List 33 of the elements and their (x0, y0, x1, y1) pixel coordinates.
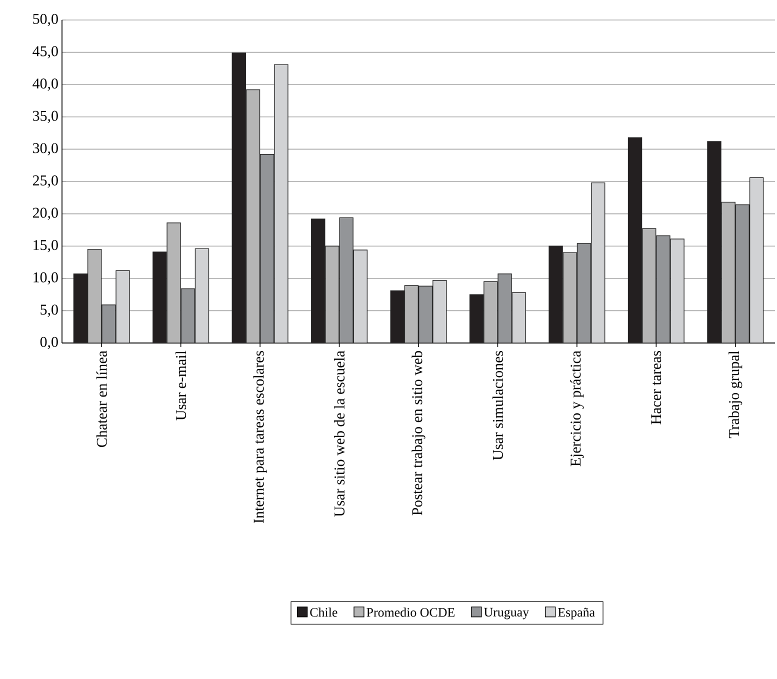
bar (274, 64, 288, 344)
y-tick-label: 5,0 (40, 304, 58, 317)
x-tick-label: Internet para tareas escolares (253, 351, 267, 523)
legend-label: Promedio OCDE (366, 608, 454, 617)
x-tick-label: Usar sitio web de la escuela (334, 350, 345, 517)
bar (116, 270, 130, 344)
legend-label: Uruguay (484, 608, 529, 620)
x-tick-label: Ejercicio y práctica (570, 350, 584, 466)
legend-label: Chile (310, 608, 338, 617)
bar (512, 292, 526, 344)
y-tick-label: 50,0 (33, 14, 58, 26)
x-tick-label: Chatear en línea (96, 350, 107, 447)
y-tick-label: 30,0 (33, 143, 58, 156)
bar (749, 177, 764, 344)
bar (432, 280, 447, 344)
y-tick-label: 15,0 (34, 240, 58, 252)
y-tick-label: 45,0 (32, 46, 58, 58)
y-tick-label: 40,0 (32, 78, 58, 91)
y-tick-label: 20,0 (32, 208, 58, 220)
x-tick-label: Hacer tareas (651, 351, 662, 424)
y-tick-label: 0,0 (40, 336, 58, 350)
x-tick-label: Trabajo grupal (728, 350, 742, 438)
y-tick-label: 35,0 (33, 110, 58, 124)
bar (194, 248, 210, 344)
bar (590, 182, 606, 344)
x-tick-label: Usar e-mail (176, 350, 186, 420)
x-tick-label: Postear trabajo en sitio web (412, 351, 426, 516)
y-tick-label: 10,0 (34, 272, 58, 285)
bar (353, 250, 368, 344)
legend-label: España (558, 608, 595, 620)
y-tick-label: 25,0 (32, 175, 58, 188)
bar (670, 238, 684, 344)
x-tick-label: Usar simulaciones (492, 351, 503, 460)
